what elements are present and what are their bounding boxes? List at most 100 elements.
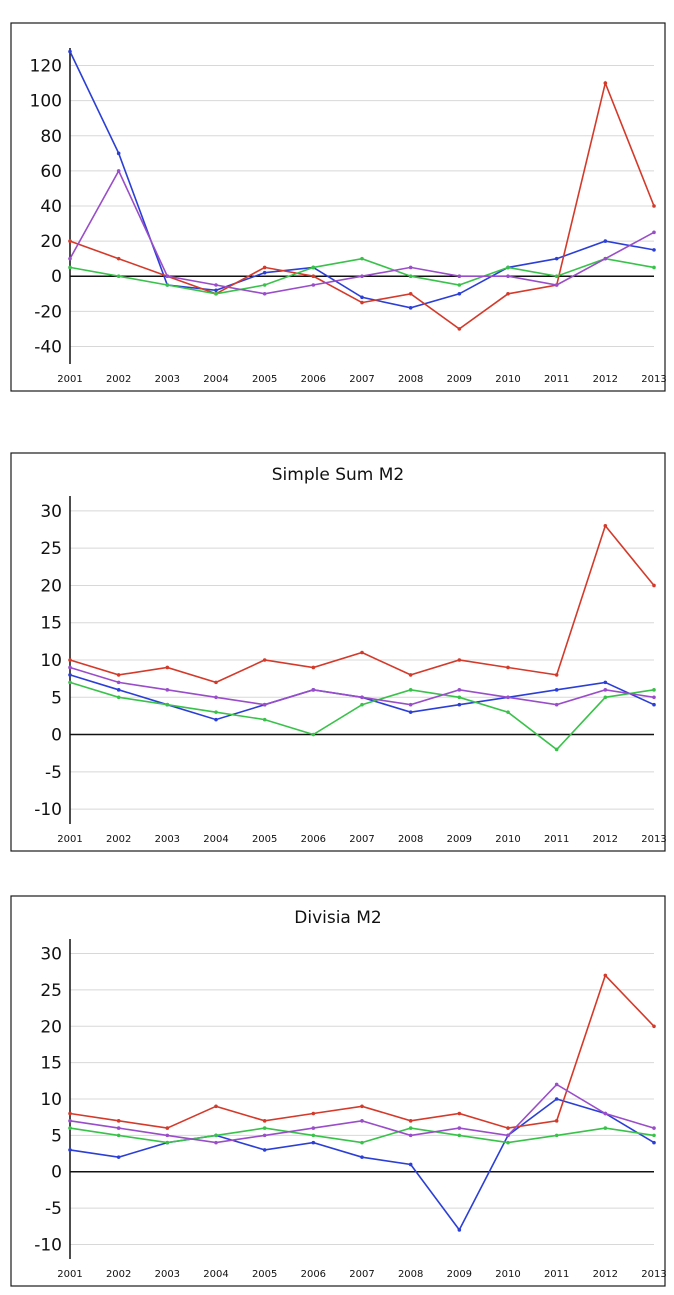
series-2-point — [506, 1126, 510, 1130]
y-tick-label: 0 — [51, 267, 62, 287]
series-4-point — [116, 169, 121, 173]
chart-panel-2: Simple Sum M2 30 25 20 15 10 5 0 -5 -10 2001 2002 20… — [10, 452, 666, 852]
x-tick-label: 2002 — [106, 1269, 131, 1280]
series-4-point — [506, 1133, 510, 1138]
y-tick-label: 30 — [40, 945, 62, 965]
y-tick-label: -5 — [45, 763, 62, 783]
series-1-point — [68, 673, 72, 677]
series-3-point — [68, 1126, 72, 1130]
series-1-point — [408, 1162, 413, 1167]
series-2-point — [214, 1104, 218, 1109]
series-4-point — [554, 702, 559, 707]
series-3-point — [165, 283, 170, 287]
series-2-point — [506, 665, 510, 670]
series-3-point — [360, 702, 364, 707]
series-3-point — [262, 717, 267, 722]
series-2-point — [262, 1119, 267, 1123]
series-1-point — [652, 1140, 656, 1145]
chart-title: Divisia M2 — [294, 908, 381, 928]
y-tick-label: 25 — [40, 539, 62, 559]
y-tick-label: 5 — [51, 688, 62, 708]
chart-frame — [10, 452, 666, 852]
series-2-point — [652, 583, 656, 588]
series-1-point — [68, 1148, 72, 1152]
series-4-point — [457, 274, 462, 279]
series-2-point — [408, 1119, 413, 1123]
series-4-point — [311, 283, 316, 287]
series-1-point — [262, 1148, 267, 1152]
series-4-point — [214, 695, 218, 700]
series-1-point — [603, 680, 608, 685]
x-tick-label: 2003 — [155, 374, 180, 385]
x-tick-label: 2001 — [57, 374, 82, 385]
series-1-point — [603, 239, 608, 243]
series-4-point — [116, 1126, 121, 1130]
series-1-point — [214, 288, 218, 293]
series-3-point — [554, 1133, 559, 1138]
x-tick-label: 2009 — [447, 374, 472, 385]
x-tick-label: 2002 — [106, 834, 131, 845]
x-tick-label: 2006 — [301, 1269, 326, 1280]
series-4-point — [68, 256, 72, 261]
y-tick-label: 20 — [40, 576, 62, 596]
series-2-point — [68, 1111, 72, 1116]
series-3-point — [652, 1133, 656, 1138]
series-4-point — [408, 1133, 413, 1138]
series-2-point — [68, 658, 72, 662]
x-tick-label: 2013 — [641, 374, 666, 385]
x-tick-label: 2004 — [203, 1269, 228, 1280]
series-4-point — [554, 283, 559, 287]
y-tick-label: 60 — [40, 162, 62, 182]
series-2-point — [360, 300, 364, 305]
series-2-point — [116, 256, 121, 261]
series-2-point — [311, 274, 316, 279]
chart-3: Divisia M2 30 25 20 15 10 5 0 -5 -10 2001 2002 2003 2… — [10, 895, 666, 1287]
series-1-point — [554, 1097, 559, 1101]
x-tick-label: 2001 — [57, 1269, 82, 1280]
series-4-point — [68, 665, 72, 670]
series-line-2 — [69, 524, 655, 684]
chart-frame — [10, 895, 666, 1287]
series-4-point — [165, 1133, 170, 1138]
x-tick-label: 2010 — [495, 374, 520, 385]
x-tick-label: 2013 — [641, 1269, 666, 1280]
series-2-point — [360, 1104, 364, 1109]
series-2-point — [603, 973, 608, 978]
series-2-point — [262, 658, 267, 662]
series-1-point — [408, 710, 413, 714]
x-tick-label: 2002 — [106, 374, 131, 385]
series-2-point — [262, 265, 267, 270]
series-4-point — [603, 256, 608, 261]
series-3-point — [457, 283, 462, 287]
series-2-point — [554, 673, 559, 677]
y-tick-label: 80 — [40, 127, 62, 147]
y-tick-label: -20 — [34, 302, 62, 322]
series-4-point — [554, 1082, 559, 1087]
series-4-point — [262, 1133, 267, 1138]
series-3-point — [311, 265, 316, 270]
series-3-point — [506, 1140, 510, 1145]
series-3-point — [652, 688, 656, 692]
series-4-point — [408, 702, 413, 707]
x-tick-label: 2005 — [252, 834, 277, 845]
series-4-point — [652, 695, 656, 700]
series-3-point — [311, 732, 316, 737]
series-3-point — [311, 1133, 316, 1138]
x-tick-label: 2007 — [349, 374, 374, 385]
series-3-point — [506, 265, 510, 270]
x-tick-label: 2012 — [593, 374, 618, 385]
series-3-point — [603, 1126, 608, 1130]
y-tick-label: 20 — [40, 1017, 62, 1037]
series-2-point — [116, 673, 121, 677]
series-4-point — [652, 230, 656, 235]
series-3-point — [165, 1140, 170, 1145]
series-1-point — [214, 717, 218, 722]
series-line-3 — [69, 681, 655, 751]
series-4-point — [165, 688, 170, 692]
series-1-point — [554, 256, 559, 261]
y-tick-label: -10 — [34, 1235, 62, 1255]
series-4-point — [506, 274, 510, 279]
series-3-point — [214, 1133, 218, 1138]
series-1-point — [554, 688, 559, 692]
series-3-point — [360, 256, 364, 261]
